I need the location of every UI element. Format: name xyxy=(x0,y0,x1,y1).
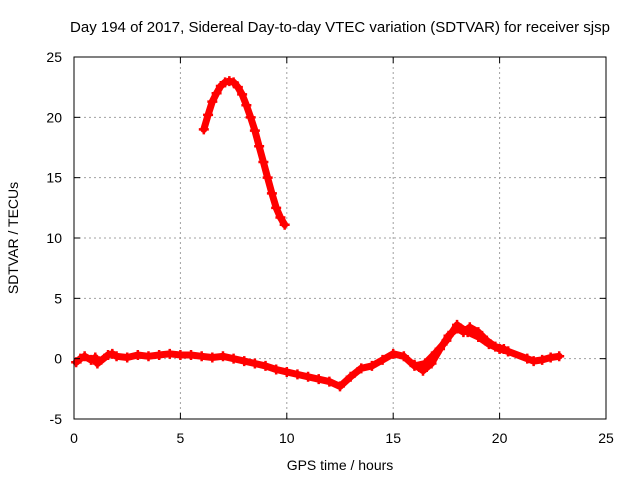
data-point xyxy=(249,358,260,369)
data-point xyxy=(79,351,90,362)
data-point xyxy=(528,356,539,367)
y-tick-label: 15 xyxy=(46,170,62,186)
data-point xyxy=(473,327,484,338)
x-axis-label: GPS time / hours xyxy=(287,457,394,473)
data-point xyxy=(92,358,103,369)
x-tick-label: 25 xyxy=(598,430,614,446)
data-point xyxy=(143,351,154,362)
y-tick-label: 20 xyxy=(46,109,62,125)
y-tick-label: 10 xyxy=(46,230,62,246)
data-point xyxy=(217,351,228,362)
series-arc-high xyxy=(198,76,290,230)
data-point xyxy=(335,381,345,392)
data-point xyxy=(464,322,475,333)
data-point xyxy=(262,172,273,183)
data-point xyxy=(279,219,290,230)
data-point xyxy=(164,348,175,359)
data-point xyxy=(186,350,197,361)
data-point xyxy=(313,374,324,385)
data-point xyxy=(258,156,269,167)
data-point xyxy=(198,124,209,135)
grid xyxy=(74,57,606,419)
data-point xyxy=(132,350,143,361)
data-point xyxy=(271,202,282,213)
data-point xyxy=(122,352,133,363)
data-point xyxy=(237,89,248,100)
data-point xyxy=(345,371,356,382)
data-point xyxy=(522,353,533,364)
data-point xyxy=(443,330,454,341)
data-point xyxy=(366,360,377,371)
data-point xyxy=(409,359,420,370)
data-point xyxy=(503,346,514,357)
data-point xyxy=(207,96,218,107)
data-point xyxy=(537,354,548,365)
x-tick-label: 5 xyxy=(177,430,185,446)
data-point xyxy=(175,350,186,361)
y-tick-label: 5 xyxy=(54,290,62,306)
y-tick-label: -5 xyxy=(50,411,63,427)
y-axis-label: SDTVAR / TECUs xyxy=(5,182,21,294)
data-point xyxy=(417,365,428,376)
data-point xyxy=(398,351,409,362)
data-point xyxy=(154,350,165,361)
data-series xyxy=(71,76,565,392)
chart-title: Day 194 of 2017, Sidereal Day-to-day VTE… xyxy=(70,19,610,36)
data-point xyxy=(377,354,388,365)
data-point xyxy=(275,212,286,223)
data-point xyxy=(266,188,277,199)
data-point xyxy=(239,356,250,367)
data-point xyxy=(481,335,492,346)
data-point xyxy=(241,100,252,111)
data-point xyxy=(356,363,367,374)
data-point xyxy=(260,360,271,371)
data-point xyxy=(228,353,239,364)
data-point xyxy=(245,112,256,123)
data-point xyxy=(211,88,222,99)
data-point xyxy=(90,352,101,363)
data-point xyxy=(435,344,446,355)
data-point xyxy=(271,364,282,375)
data-point xyxy=(554,351,565,362)
data-point xyxy=(281,366,292,377)
data-point xyxy=(490,341,501,352)
data-point xyxy=(203,109,214,120)
data-point xyxy=(545,352,556,363)
x-tick-label: 15 xyxy=(385,430,401,446)
data-point xyxy=(232,82,243,93)
series-arc-low xyxy=(71,319,565,392)
data-point xyxy=(458,327,469,338)
data-point xyxy=(324,376,335,387)
axis-ticks: 0 5 10 15 20 25 -5 0 5 10 15 20 25 xyxy=(46,49,614,446)
y-tick-label: 25 xyxy=(46,49,62,65)
x-tick-label: 20 xyxy=(492,430,508,446)
data-point xyxy=(111,351,122,362)
data-point xyxy=(426,358,437,369)
data-point xyxy=(452,323,463,334)
data-point xyxy=(254,141,265,152)
data-point xyxy=(207,352,218,363)
data-point xyxy=(249,125,260,136)
series-arc-branch xyxy=(409,322,514,376)
data-point xyxy=(388,348,399,359)
x-tick-label: 0 xyxy=(70,430,78,446)
y-tick-label: 0 xyxy=(54,351,62,367)
data-point xyxy=(196,351,207,362)
x-tick-label: 10 xyxy=(279,430,295,446)
data-point xyxy=(292,369,303,380)
data-point xyxy=(303,371,314,382)
